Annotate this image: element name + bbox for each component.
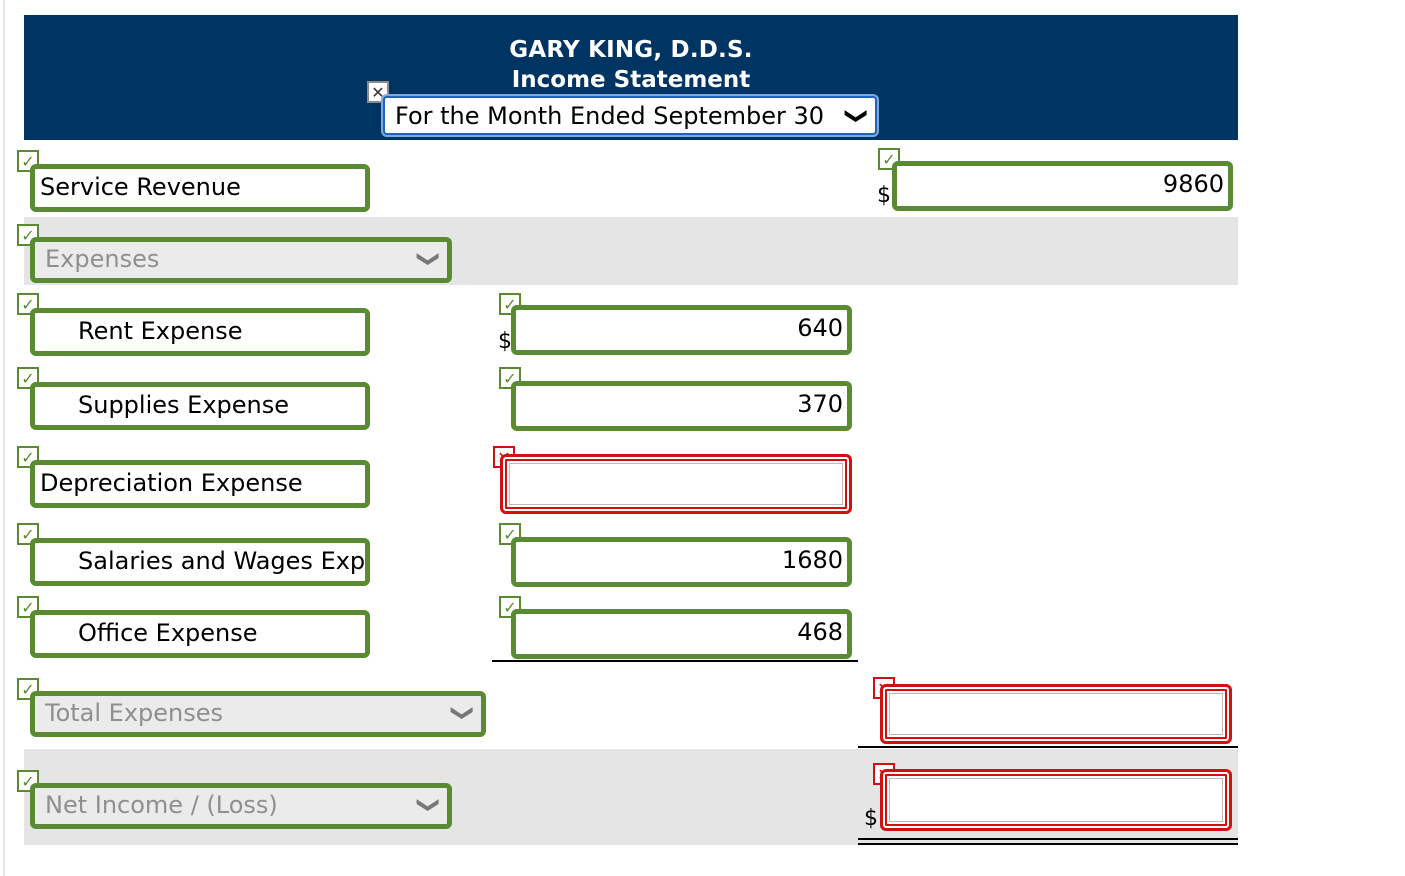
period-select[interactable]: For the Month Ended September 30 ❯ xyxy=(383,96,877,135)
statement-title: Income Statement xyxy=(511,67,751,93)
office-expense-amount-input[interactable]: 468 xyxy=(511,609,852,659)
service-revenue-label-input[interactable]: Service Revenue xyxy=(30,164,370,212)
office-expense-label-input[interactable]: Office Expense xyxy=(30,610,370,658)
total-expenses-select-value: Total Expenses xyxy=(45,699,224,727)
chevron-down-icon: ❯ xyxy=(415,795,441,815)
expenses-select-value: Expenses xyxy=(45,245,160,273)
total-expenses-amount-input[interactable] xyxy=(880,684,1232,744)
subtotal-rule xyxy=(492,660,858,662)
double-rule-top xyxy=(858,838,1238,840)
period-select-value: For the Month Ended September 30 xyxy=(395,102,825,130)
total-expenses-select[interactable]: Total Expenses ❯ xyxy=(30,691,486,737)
salaries-expense-amount-input[interactable]: 1680 xyxy=(511,537,852,587)
chevron-down-icon: ❯ xyxy=(843,106,869,126)
company-name: GARY KING, D.D.S. xyxy=(509,37,753,63)
double-rule-bottom xyxy=(858,843,1238,845)
input-inner-box xyxy=(509,463,843,505)
salaries-expense-label-input[interactable]: Salaries and Wages Exp xyxy=(30,538,370,586)
supplies-expense-amount-input[interactable]: 370 xyxy=(511,381,852,431)
left-rule xyxy=(3,0,5,876)
check-icon: ✓ xyxy=(499,523,521,545)
net-income-select-value: Net Income / (Loss) xyxy=(45,791,278,819)
expenses-select[interactable]: Expenses ❯ xyxy=(30,237,452,283)
total-rule xyxy=(858,746,1238,748)
currency-symbol: $ xyxy=(864,806,878,831)
net-income-amount-input[interactable] xyxy=(880,769,1232,831)
currency-symbol: $ xyxy=(877,183,891,208)
input-inner-box xyxy=(889,693,1223,735)
supplies-expense-label-input[interactable]: Supplies Expense xyxy=(30,382,370,430)
chevron-down-icon: ❯ xyxy=(415,249,441,269)
close-icon[interactable]: ✕ xyxy=(367,81,389,103)
rent-expense-label-input[interactable]: Rent Expense xyxy=(30,308,370,356)
input-inner-box xyxy=(889,778,1223,822)
net-income-select[interactable]: Net Income / (Loss) ❯ xyxy=(30,783,452,829)
depreciation-expense-amount-input[interactable] xyxy=(500,454,852,514)
chevron-down-icon: ❯ xyxy=(449,703,475,723)
service-revenue-amount-input[interactable]: 9860 xyxy=(892,161,1233,211)
currency-symbol: $ xyxy=(498,329,512,354)
depreciation-expense-label-input[interactable]: Depreciation Expense xyxy=(30,460,370,508)
rent-expense-amount-input[interactable]: 640 xyxy=(511,305,852,355)
